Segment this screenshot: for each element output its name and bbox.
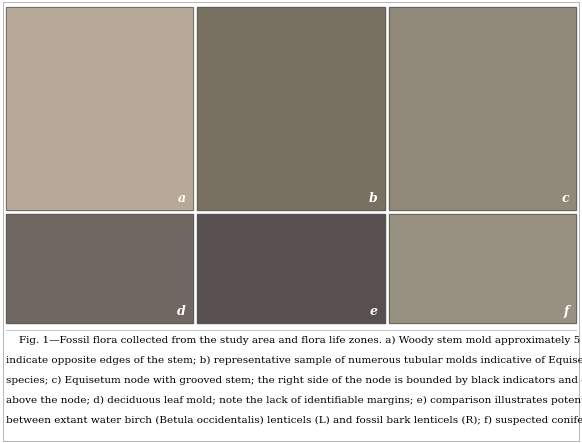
Text: c: c <box>562 192 569 205</box>
Bar <box>197 214 385 323</box>
Text: species; c) Equisetum node with grooved stem; the right side of the node is boun: species; c) Equisetum node with grooved … <box>6 376 582 385</box>
Text: b: b <box>369 192 378 205</box>
Text: d: d <box>177 305 186 318</box>
Text: between extant water birch (Betula occidentalis) lenticels (L) and fossil bark l: between extant water birch (Betula occid… <box>6 416 582 425</box>
Bar <box>389 214 576 323</box>
Bar <box>389 7 576 210</box>
Bar <box>6 214 193 323</box>
Bar <box>197 7 385 210</box>
Bar <box>197 7 385 210</box>
Bar <box>389 7 576 210</box>
Text: a: a <box>178 192 186 205</box>
Bar <box>6 214 193 323</box>
Text: Fig. 1—Fossil flora collected from the study area and flora life zones. a) Woody: Fig. 1—Fossil flora collected from the s… <box>6 335 582 345</box>
Text: e: e <box>370 305 378 318</box>
Bar <box>389 214 576 323</box>
Bar <box>6 7 193 210</box>
Bar <box>6 7 193 210</box>
Text: above the node; d) deciduous leaf mold; note the lack of identifiable margins; e: above the node; d) deciduous leaf mold; … <box>6 396 582 405</box>
Text: indicate opposite edges of the stem; b) representative sample of numerous tubula: indicate opposite edges of the stem; b) … <box>6 356 582 365</box>
Bar <box>197 214 385 323</box>
Text: f: f <box>564 305 569 318</box>
